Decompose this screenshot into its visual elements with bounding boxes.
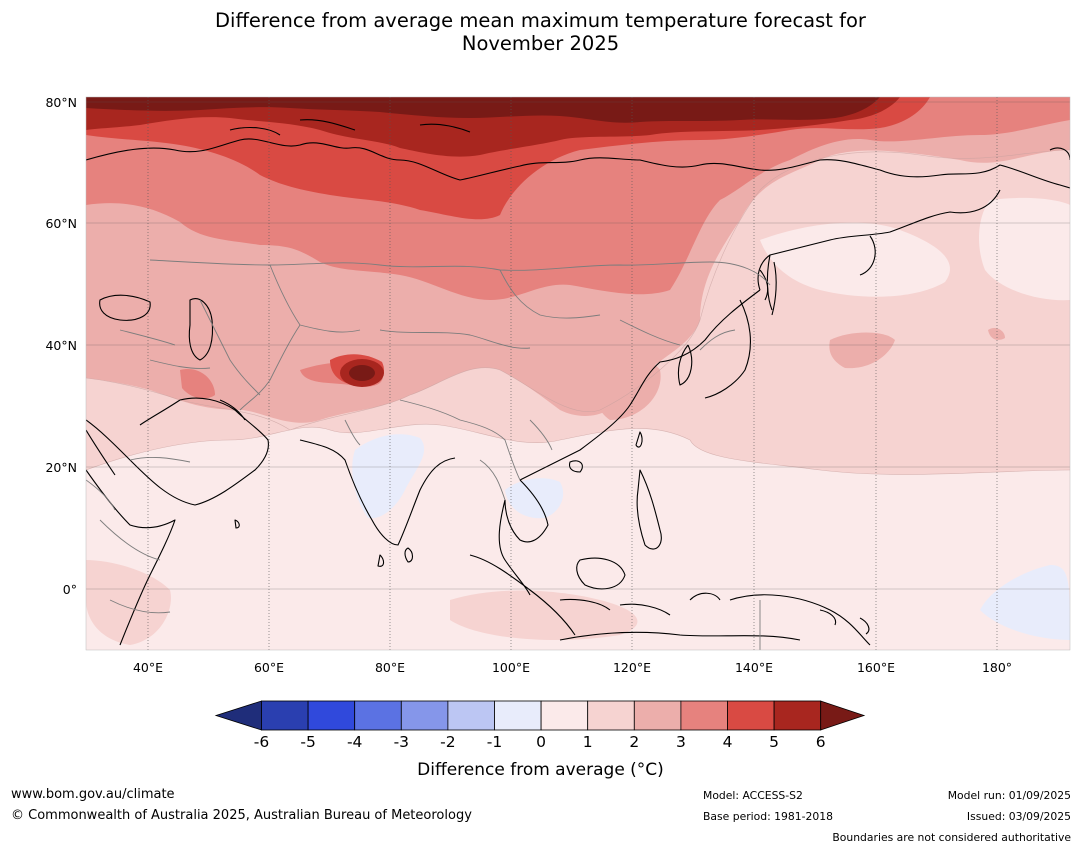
footer-model-run: Model run: 01/09/2025 (947, 789, 1071, 802)
lon-label-100e: 100°E (492, 660, 530, 675)
footer-model: Model: ACCESS-S2 (703, 789, 803, 802)
colorbar-tick-label: -4 (346, 733, 363, 751)
footer-base-period: Base period: 1981-2018 (703, 810, 834, 823)
map-frame (85, 96, 1071, 651)
colorbar-bin (400, 700, 449, 731)
country-borders (86, 259, 771, 650)
colorbar-bin (680, 700, 728, 731)
footer-issued: Issued: 03/09/2025 (966, 810, 1071, 823)
colorbar-tick-label: -2 (440, 733, 456, 751)
lon-label-140e: 140°E (735, 660, 773, 675)
lon-label-60e: 60°E (254, 660, 284, 675)
lon-labels: 40°E 60°E 80°E 100°E 120°E 140°E 160°E 1… (133, 660, 1012, 675)
footer-copyright: © Commonwealth of Australia 2025, Austra… (11, 808, 472, 823)
colorbar-bin (773, 700, 822, 731)
colorbar-bin (354, 700, 402, 731)
footer-boundaries-note: Boundaries are not considered authoritat… (832, 831, 1071, 844)
map-title: Difference from average mean maximum tem… (0, 9, 1081, 55)
colorbar-tick-label: 3 (675, 733, 686, 751)
colorbar-tick-label: -3 (393, 733, 410, 751)
lat-label-80n: 80°N (45, 95, 77, 110)
lat-gridlines (86, 101, 1070, 590)
colorbar-tick-label: 0 (536, 733, 547, 751)
colorbar-tick-label: 2 (629, 733, 640, 751)
colorbar-bin (494, 700, 542, 731)
colorbar-bin (727, 700, 775, 731)
colorbar-bin (447, 700, 495, 731)
lon-gridlines (147, 97, 998, 650)
title-line-1: Difference from average mean maximum tem… (215, 9, 866, 32)
footer-url[interactable]: www.bom.gov.au/climate (11, 787, 175, 802)
colorbar-tick-label: 6 (815, 733, 826, 751)
lat-label-20n: 20°N (45, 460, 77, 475)
lat-label-60n: 60°N (45, 216, 77, 231)
lon-label-40e: 40°E (133, 660, 163, 675)
colorbar (214, 700, 866, 731)
contour-lines (86, 149, 1070, 475)
colorbar-bin (540, 700, 589, 731)
colorbar-extend-low (214, 700, 262, 731)
colorbar-tick-label: 1 (582, 733, 593, 751)
colorbar-title: Difference from average (°C) (417, 760, 664, 780)
colorbar-tick-label: -5 (300, 733, 316, 751)
colorbar-tick-label: -6 (253, 733, 270, 751)
coastlines (86, 119, 1070, 646)
lat-label-0: 0° (63, 582, 77, 597)
colorbar-tick-label: 4 (722, 733, 733, 751)
colorbar-tick-label: -1 (486, 733, 503, 751)
lon-label-160e: 160°E (857, 660, 895, 675)
title-line-2: November 2025 (461, 32, 620, 55)
lat-labels: 80°N 60°N 40°N 20°N 0° (45, 95, 77, 597)
colorbar-extend-high (820, 700, 866, 731)
lon-label-180: 180° (982, 660, 1012, 675)
lon-label-80e: 80°E (375, 660, 405, 675)
colorbar-bin (261, 700, 309, 731)
lon-label-120e: 120°E (613, 660, 651, 675)
anomaly-field (86, 97, 1070, 650)
colorbar-tick-label: 5 (769, 733, 780, 751)
lat-label-40n: 40°N (45, 338, 77, 353)
colorbar-bin (587, 700, 635, 731)
colorbar-bin (633, 700, 682, 731)
colorbar-bin (307, 700, 356, 731)
